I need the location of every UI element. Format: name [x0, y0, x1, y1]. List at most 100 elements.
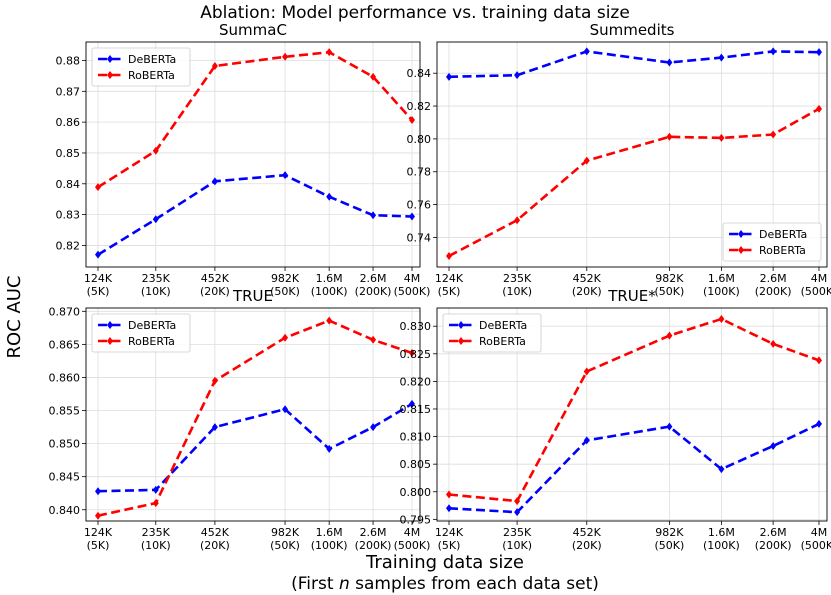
legend: DeBERTa RoBERTa: [722, 222, 822, 262]
y-tick-label: 0.87: [56, 85, 81, 98]
data-point-roberta: [282, 333, 289, 342]
y-tick-label: 0.860: [49, 371, 81, 384]
x-axis-label: Training data size: [365, 552, 524, 573]
data-point-deberta: [326, 444, 333, 453]
data-point-deberta: [152, 215, 159, 224]
y-tick-label: 0.85: [56, 147, 81, 160]
data-point-roberta: [211, 62, 218, 71]
data-point-roberta: [446, 490, 452, 499]
x-tick-label: 1.6M (100K): [311, 272, 348, 298]
y-tick-label: 0.82: [407, 100, 432, 113]
legend: DeBERTa RoBERTa: [442, 313, 542, 353]
data-point-deberta: [816, 419, 822, 428]
y-tick-label: 0.865: [49, 338, 81, 351]
y-tick-label: 0.84: [56, 178, 81, 191]
x-tick-label: 2.6M (200K): [755, 526, 792, 552]
x-tick-label: 982K (50K): [655, 526, 685, 552]
data-point-deberta: [816, 48, 822, 57]
data-point-roberta: [514, 216, 521, 225]
data-point-roberta: [816, 104, 822, 113]
legend-box: [91, 47, 191, 87]
data-point-roberta: [718, 315, 725, 324]
data-point-roberta: [514, 497, 521, 506]
subplot-grid: 0.82 0.83 0.84 0.85 0.86 0.87 0.88 124K (5K) 235K…: [49, 21, 831, 552]
y-tick-label: 0.855: [49, 405, 81, 418]
data-point-deberta: [770, 47, 777, 56]
legend-box: [722, 222, 822, 262]
subplot-true: 0.795 0.800 0.805 0.810 0.815 0.820 0.825 0.830…: [400, 287, 831, 552]
data-point-deberta: [446, 72, 452, 81]
subplot-title: SummaC: [219, 21, 287, 39]
data-point-roberta: [326, 48, 333, 57]
legend-label-roberta: RoBERTa: [128, 69, 175, 82]
data-point-roberta: [282, 52, 289, 61]
y-tick-label: 0.76: [407, 199, 432, 212]
data-point-roberta: [326, 316, 333, 325]
legend-label-roberta: RoBERTa: [759, 244, 806, 257]
legend-label-deberta: DeBERTa: [479, 319, 527, 332]
x-tick-label: 452K (20K): [572, 526, 602, 552]
legend-label-roberta: RoBERTa: [479, 335, 526, 348]
x-tick-label: 235K (10K): [502, 526, 532, 552]
legend-marker-roberta: [738, 246, 744, 254]
legend-label-deberta: DeBERTa: [128, 53, 176, 66]
data-point-deberta: [666, 58, 673, 67]
x-tick-label: 124K (5K): [435, 272, 464, 298]
data-point-deberta: [326, 192, 333, 201]
data-point-deberta: [446, 504, 452, 513]
subplot-summac: 0.82 0.83 0.84 0.85 0.86 0.87 0.88 124K (5K) 235K…: [56, 21, 431, 298]
data-point-deberta: [409, 399, 415, 408]
y-axis-label: ROC AUC: [4, 275, 25, 358]
y-tick-label: 0.825: [400, 348, 432, 361]
data-point-deberta: [211, 177, 218, 186]
data-point-roberta: [666, 132, 673, 141]
y-tick-label: 0.78: [407, 166, 432, 179]
y-tick-label: 0.80: [407, 133, 432, 146]
y-tick-label: 0.82: [56, 239, 81, 252]
data-point-roberta: [583, 367, 590, 376]
x-tick-label: 235K (10K): [502, 272, 532, 298]
x-tick-label: 452K (20K): [200, 526, 230, 552]
subplot-summedits: 0.74 0.76 0.78 0.80 0.82 0.84 124K (5K) 235K (10K…: [407, 21, 831, 298]
data-point-roberta: [409, 115, 415, 124]
x-axis-sublabel: (First n samples from each data set): [291, 574, 599, 594]
y-tick-label: 0.840: [49, 504, 81, 517]
y-tick-label: 0.83: [56, 209, 81, 222]
y-tick-label: 0.845: [49, 471, 81, 484]
data-point-deberta: [211, 423, 218, 432]
y-tick-label: 0.850: [49, 438, 81, 451]
x-tick-label: 1.6M (100K): [703, 272, 740, 298]
legend-marker-roberta: [107, 337, 113, 345]
data-point-roberta: [370, 72, 377, 81]
axes-frame: [85, 41, 421, 268]
data-point-roberta: [370, 335, 377, 344]
x-tick-label: 452K (20K): [572, 272, 602, 298]
legend: DeBERTa RoBERTa: [91, 313, 191, 353]
y-tick-label: 0.86: [56, 116, 81, 129]
data-point-deberta: [718, 465, 725, 474]
legend-marker-deberta: [107, 321, 113, 329]
data-point-deberta: [666, 422, 673, 431]
y-tick-label: 0.820: [400, 375, 432, 388]
data-point-deberta: [282, 171, 289, 180]
y-tick-label: 0.800: [400, 486, 432, 499]
x-tick-label: 2.6M (200K): [355, 526, 392, 552]
data-point-roberta: [446, 251, 452, 260]
x-tick-label: 235K (10K): [141, 526, 171, 552]
x-tick-label: 1.6M (100K): [703, 526, 740, 552]
axes-frame: [85, 307, 421, 522]
data-point-deberta: [370, 423, 377, 432]
y-tick-label: 0.815: [400, 403, 432, 416]
data-point-roberta: [211, 376, 218, 385]
legend-marker-deberta: [107, 55, 113, 63]
x-tick-label: 4M(500K): [394, 272, 431, 298]
data-point-deberta: [514, 508, 521, 517]
subplot-title: TRUE: [232, 287, 273, 305]
axes-frame: [436, 41, 828, 268]
data-point-roberta: [95, 511, 101, 520]
x-tick-label: 124K (5K): [84, 272, 113, 298]
y-tick-label: 0.870: [49, 305, 81, 318]
data-point-deberta: [409, 212, 415, 221]
legend-label-deberta: DeBERTa: [128, 319, 176, 332]
